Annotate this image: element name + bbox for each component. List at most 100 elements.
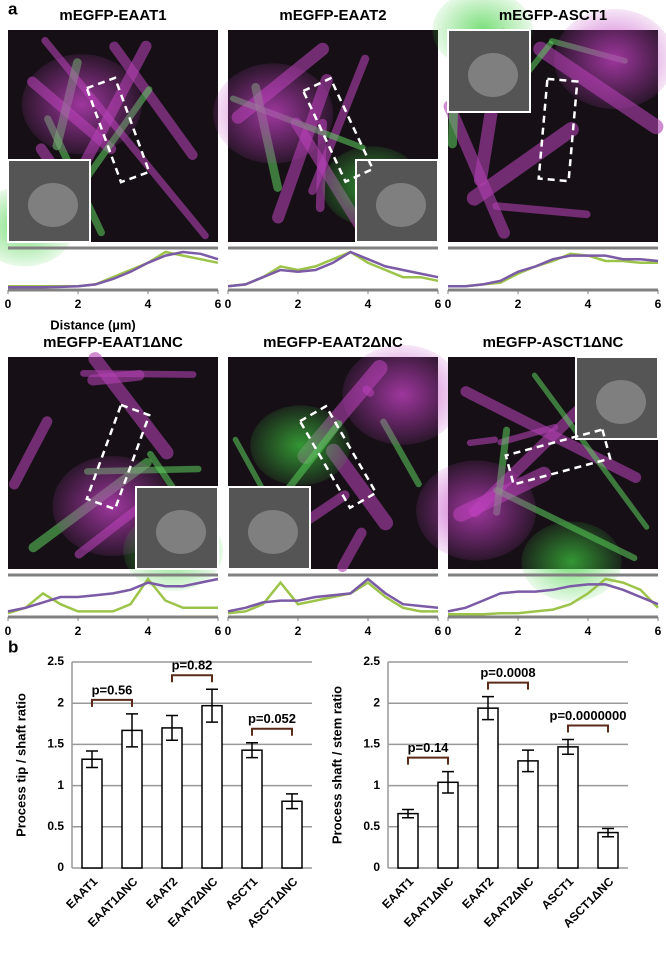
bar (517, 760, 539, 869)
bar (437, 781, 459, 869)
y-tick-label: 1 (57, 778, 64, 792)
bar (201, 704, 223, 869)
p-value: p=0.14 (408, 740, 450, 755)
profile-line (7, 577, 219, 613)
x-tick-label: 6 (435, 624, 442, 638)
profile-line (227, 580, 438, 615)
error-bar (286, 793, 298, 810)
y-tick-label: 1.5 (47, 737, 64, 751)
significance-bracket (407, 756, 449, 765)
x-tick-label: 2 (515, 297, 522, 311)
x-tick-label: 2 (295, 297, 302, 311)
y-tick-label: 2 (373, 695, 380, 709)
error-bar (522, 749, 534, 773)
x-tick-label: EAAT2 (143, 874, 180, 911)
panel-label: b (8, 637, 18, 656)
bar (397, 812, 419, 869)
y-tick-label: 2.5 (363, 654, 380, 668)
x-tick-label: 0 (5, 624, 12, 638)
bar (477, 707, 499, 869)
x-tick-label: ASCT1 (223, 874, 261, 912)
p-value: p=0.0008 (480, 665, 535, 680)
y-tick-label: 0.5 (363, 819, 380, 833)
inset-signal (248, 510, 298, 554)
x-tick-label: 4 (365, 297, 372, 311)
glow (554, 8, 666, 109)
glow (521, 521, 622, 602)
y-tick-label: 1 (373, 778, 380, 792)
error-bar (442, 770, 454, 794)
process (492, 202, 591, 219)
x-tick-label: EAAT1 (63, 874, 100, 911)
roi-box (298, 404, 378, 510)
y-tick-label: 2.5 (47, 654, 64, 668)
process (8, 416, 53, 490)
roi-box (85, 403, 151, 511)
glow (250, 405, 351, 486)
x-tick-label: 2 (75, 624, 82, 638)
x-tick-label: EAAT1 (379, 874, 416, 911)
panel-label: a (8, 0, 18, 18)
y-tick-label: 2 (57, 695, 64, 709)
y-tick-label: 0.5 (47, 819, 64, 833)
glow (21, 54, 142, 155)
title: mEGFP-ASCT1ΔNC (483, 334, 624, 351)
process (80, 370, 197, 378)
title: mEGFP-EAAT1ΔNC (43, 334, 183, 351)
error-bar (246, 742, 258, 759)
inset-signal (596, 380, 646, 424)
error-bar (402, 808, 414, 819)
x-tick-label: 2 (515, 624, 522, 638)
error-bar (562, 738, 574, 756)
error-bar (86, 750, 98, 769)
p-value: p=0.0000000 (550, 708, 627, 723)
x-tick-label: 6 (215, 297, 222, 311)
significance-bracket (251, 727, 293, 736)
title: mEGFP-EAAT1 (59, 7, 166, 24)
x-tick-label: 4 (585, 297, 592, 311)
roi-box (301, 76, 375, 184)
y-tick-label: 0 (373, 860, 380, 874)
p-value: p=0.82 (172, 658, 213, 673)
significance-bracket (91, 698, 133, 707)
process (497, 423, 559, 446)
y-tick-label: 1.5 (363, 737, 380, 751)
profile-line (227, 577, 439, 613)
profile-line (7, 576, 218, 615)
x-tick-label: 6 (215, 624, 222, 638)
error-bar (482, 695, 494, 721)
bar (81, 758, 103, 869)
bar (161, 727, 183, 869)
bar (597, 831, 619, 869)
significance-bracket (567, 724, 609, 733)
x-tick-label: 6 (435, 297, 442, 311)
x-tick-label: 4 (145, 624, 152, 638)
bar (557, 746, 579, 869)
error-bar (602, 827, 614, 838)
x-tick-label: EAAT2 (459, 874, 496, 911)
process (466, 436, 499, 446)
x-tick-label: 4 (365, 624, 372, 638)
process (531, 372, 650, 530)
x-tick-label: 0 (225, 624, 232, 638)
profile-line (447, 583, 659, 613)
x-tick-label: 0 (225, 297, 232, 311)
x-tick-label: 0 (445, 297, 452, 311)
inset-signal (468, 53, 518, 97)
x-tick-label: 4 (145, 297, 152, 311)
glow (416, 460, 537, 561)
x-tick-label: 6 (655, 624, 662, 638)
glow (342, 344, 463, 445)
profile-line (227, 250, 439, 288)
profile-line (448, 254, 659, 288)
inset-signal (28, 183, 78, 227)
x-axis-label: Distance (µm) (50, 317, 136, 332)
profile-line (227, 250, 439, 288)
p-value: p=0.052 (248, 711, 296, 726)
y-axis-label: Process tip / shaft ratio (13, 693, 28, 837)
significance-bracket (487, 681, 529, 690)
x-tick-label: 0 (445, 624, 452, 638)
x-tick-label: 2 (295, 624, 302, 638)
y-tick-label: 0 (57, 860, 64, 874)
